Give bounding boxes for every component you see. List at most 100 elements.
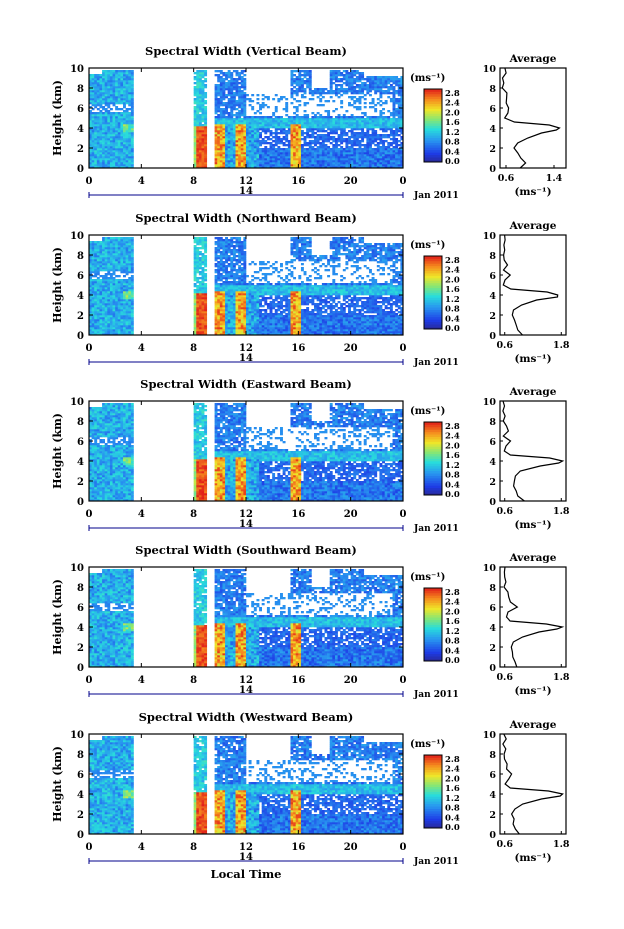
colorbar-segment <box>424 115 442 119</box>
avg-y-tick-label: 8 <box>489 84 496 95</box>
x-tick-label: 12 <box>239 509 253 520</box>
colorbar-tick-label: 2.0 <box>445 441 460 451</box>
average-title: Average <box>509 552 557 564</box>
colorbar-tick-label: 1.2 <box>445 627 460 637</box>
colorbar-unit-label: (ms⁻¹) <box>410 406 445 417</box>
colorbar-tick-label: 1.6 <box>445 118 460 128</box>
colorbar-tick-label: 2.8 <box>445 256 460 266</box>
panel-3 <box>88 566 567 697</box>
x-tick-label: 8 <box>190 509 197 520</box>
y-axis-label: Height (km) <box>51 746 64 822</box>
y-tick-label: 2 <box>77 810 84 821</box>
y-tick-label: 10 <box>70 64 84 75</box>
colorbar-segment <box>424 311 442 315</box>
x-tick-label: 20 <box>344 343 358 354</box>
x-tick-label: 12 <box>239 842 253 853</box>
x-tick-label: 0 <box>400 509 407 520</box>
avg-y-tick-label: 0 <box>489 830 496 841</box>
average-frame <box>499 733 567 835</box>
colorbar-segment <box>424 309 442 313</box>
date-month-label: Jan 2011 <box>413 191 459 201</box>
colorbar-tick-label: 1.2 <box>445 128 460 138</box>
panel-1 <box>88 234 567 365</box>
colorbar-segment <box>424 270 442 274</box>
colorbar-segment <box>424 123 442 126</box>
colorbar-segment <box>424 125 442 129</box>
y-tick-label: 0 <box>77 830 84 841</box>
date-month-label: Jan 2011 <box>413 524 459 534</box>
colorbar-segment <box>424 463 442 467</box>
colorbar-segment <box>424 477 442 481</box>
colorbar-segment <box>424 263 442 267</box>
colorbar-segment <box>424 764 442 768</box>
x-tick-label: 0 <box>86 842 93 853</box>
colorbar-segment <box>424 299 442 303</box>
colorbar-tick-label: 2.8 <box>445 422 460 432</box>
avg-y-tick-label: 4 <box>489 623 496 634</box>
colorbar-unit-label: (ms⁻¹) <box>410 73 445 84</box>
colorbar-segment <box>424 762 442 766</box>
avg-y-tick-label: 2 <box>489 144 496 155</box>
colorbar-segment <box>424 643 442 647</box>
x-tick-label: 4 <box>138 675 145 686</box>
colorbar-segment <box>424 422 442 425</box>
y-tick-label: 10 <box>70 397 84 408</box>
colorbar-segment <box>424 154 442 158</box>
colorbar-segment <box>424 597 442 601</box>
x-tick-label: 20 <box>344 675 358 686</box>
avg-x-tick-label: 0.6 <box>496 340 513 351</box>
avg-y-tick-label: 10 <box>483 563 497 574</box>
average-profile-line <box>502 400 565 502</box>
colorbar-segment <box>424 275 442 279</box>
y-tick-label: 10 <box>70 563 84 574</box>
colorbar-tick-label: 2.0 <box>445 607 460 617</box>
avg-y-tick-label: 0 <box>489 164 496 175</box>
colorbar-segment <box>424 602 442 606</box>
colorbar-tick-label: 1.2 <box>445 794 460 804</box>
colorbar-segment <box>424 492 442 496</box>
colorbar-segment <box>424 429 442 433</box>
average-profile-line <box>502 234 559 336</box>
avg-y-tick-label: 4 <box>489 457 496 468</box>
y-tick-label: 4 <box>77 790 84 801</box>
x-tick-label: 0 <box>400 842 407 853</box>
y-tick-label: 0 <box>77 497 84 508</box>
colorbar-segment <box>424 108 442 112</box>
colorbar-unit-label: (ms⁻¹) <box>410 572 445 583</box>
avg-y-tick-label: 10 <box>483 397 497 408</box>
y-tick-label: 4 <box>77 291 84 302</box>
y-tick-label: 6 <box>77 603 84 614</box>
colorbar-frame <box>423 255 443 330</box>
avg-y-tick-label: 10 <box>483 64 497 75</box>
avg-y-tick-label: 6 <box>489 104 496 115</box>
x-tick-label: 16 <box>291 509 305 520</box>
y-tick-label: 0 <box>77 331 84 342</box>
colorbar-segment <box>424 89 442 92</box>
colorbar-segment <box>424 260 442 264</box>
average-frame <box>499 566 567 668</box>
colorbar-segment <box>424 779 442 783</box>
colorbar-segment <box>424 458 442 462</box>
colorbar-segment <box>424 485 442 489</box>
colorbar-segment <box>424 292 442 296</box>
y-axis-label: Height (km) <box>51 80 64 156</box>
colorbar-segment <box>424 468 442 472</box>
x-tick-label: 8 <box>190 343 197 354</box>
colorbar-tick-label: 2.8 <box>445 588 460 598</box>
colorbar-segment <box>424 636 442 640</box>
avg-y-tick-label: 8 <box>489 583 496 594</box>
panel-title: Spectral Width (Southward Beam) <box>135 543 357 557</box>
colorbar-segment <box>424 772 442 775</box>
colorbar-tick-label: 0.4 <box>445 646 460 656</box>
colorbar-segment <box>424 629 442 633</box>
colorbar-tick-label: 0.4 <box>445 813 460 823</box>
colorbar-tick-label: 0.0 <box>445 157 460 167</box>
colorbar-segment <box>424 781 442 785</box>
average-profile-line <box>502 733 564 835</box>
avg-y-tick-label: 2 <box>489 477 496 488</box>
colorbar-segment <box>424 132 442 136</box>
colorbar-segment <box>424 130 442 134</box>
colorbar-tick-label: 1.6 <box>445 451 460 461</box>
colorbar-segment <box>424 646 442 650</box>
